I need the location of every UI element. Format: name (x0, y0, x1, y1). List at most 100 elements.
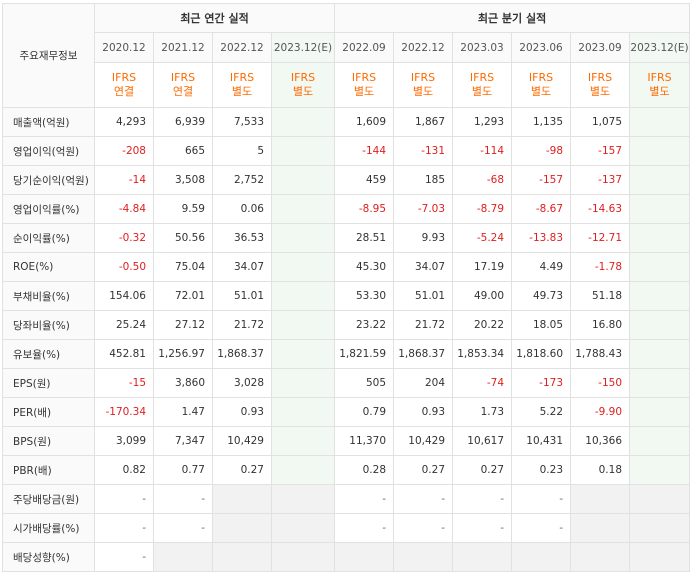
row-label-header: 주요재무정보 (2, 3, 95, 108)
table-cell (570, 484, 631, 514)
table-cell: 10,366 (570, 426, 631, 456)
table-cell: 51.01 (212, 281, 272, 311)
table-cell: 1,609 (334, 107, 395, 137)
standard-label: IFRS (528, 71, 554, 84)
table-cell: 49.00 (452, 281, 513, 311)
table-cell (393, 542, 454, 572)
table-cell: 0.28 (334, 455, 395, 485)
table-cell (629, 426, 691, 456)
table-row: 시가배당률(%) - - - - - - (2, 513, 691, 543)
table-cell: 1,788.43 (570, 339, 631, 369)
table-cell (270, 368, 336, 398)
table-cell: -7.03 (393, 194, 454, 224)
table-cell (270, 107, 336, 137)
accounting-standard-row: IFRS 연결 IFRS 연결 IFRS 별도 IFRS 별도 IFRS 별도 IFRS 별도 IFRS… (3, 62, 691, 108)
table-cell: 1,868.37 (393, 339, 454, 369)
accounting-standard-7: IFRS 별도 (511, 62, 572, 108)
period-date-row: 2020.12 2021.12 2022.12 2023.12(E) 2022.09 20… (3, 32, 691, 63)
table-cell: -68 (452, 165, 513, 195)
row-label: 순이익률(%) (2, 223, 95, 253)
row-label: 영업이익(억원) (2, 136, 95, 166)
standard-label: IFRS (170, 71, 196, 84)
table-cell: 0.27 (452, 455, 513, 485)
consolidation-basis-label: 별도 (471, 85, 493, 98)
row-label: 배당성향(%) (2, 542, 95, 572)
table-cell (452, 542, 513, 572)
period-date-5: 2022.12 (393, 32, 454, 63)
table-cell: 75.04 (153, 252, 213, 282)
table-cell (629, 542, 691, 572)
accounting-standard-8: IFRS 별도 (570, 62, 631, 108)
standard-label: IFRS (229, 71, 255, 84)
table-cell (270, 223, 336, 253)
table-cell: 0.23 (511, 455, 572, 485)
table-cell: 452.81 (94, 339, 154, 369)
table-cell: -14 (94, 165, 154, 195)
consolidation-basis-label: 별도 (649, 85, 670, 98)
table-cell (570, 542, 631, 572)
table-cell: -74 (452, 368, 513, 398)
table-cell: 0.82 (94, 455, 154, 485)
table-cell (629, 368, 691, 398)
table-cell: 10,429 (393, 426, 454, 456)
table-cell: 34.07 (212, 252, 272, 282)
table-cell: 0.79 (334, 397, 395, 427)
row-label: 유보율(%) (2, 339, 95, 369)
table-cell: - (94, 484, 154, 514)
table-cell (270, 397, 336, 427)
table-cell: 9.59 (153, 194, 213, 224)
standard-label: IFRS (469, 71, 495, 84)
table-cell (629, 281, 691, 311)
financial-rows: 매출액(억원) 4,293 6,939 7,533 1,609 1,867 1,293 1,1… (2, 107, 691, 572)
table-cell: 1.73 (452, 397, 513, 427)
row-label: PER(배) (2, 397, 95, 427)
table-cell (153, 542, 213, 572)
table-cell: 17.19 (452, 252, 513, 282)
table-cell: 23.22 (334, 310, 395, 340)
table-row: 순이익률(%) -0.32 50.56 36.53 28.51 9.93 -5.24 -13.… (2, 223, 691, 253)
table-cell: 6,939 (153, 107, 213, 137)
table-cell (629, 252, 691, 282)
table-cell: 1,868.37 (212, 339, 272, 369)
table-cell: 0.93 (212, 397, 272, 427)
table-row: 영업이익률(%) -4.84 9.59 0.06 -8.95 -7.03 -8.79 -8.6… (2, 194, 691, 224)
table-cell (629, 107, 691, 137)
table-cell: 505 (334, 368, 395, 398)
table-cell: 51.01 (393, 281, 454, 311)
table-row: PBR(배) 0.82 0.77 0.27 0.28 0.27 0.27 0.23 0.18 (2, 455, 691, 485)
table-cell: 154.06 (94, 281, 154, 311)
standard-label: IFRS (351, 71, 377, 84)
annual-results-header: 최근 연간 실적 (93, 3, 336, 33)
row-label: PBR(배) (2, 455, 95, 485)
table-row: EPS(원) -15 3,860 3,028 505 204 -74 -173 -150 (2, 368, 691, 398)
table-cell (629, 136, 691, 166)
row-label: 당좌비율(%) (2, 310, 95, 340)
table-cell: -9.90 (570, 397, 631, 427)
table-cell: 459 (334, 165, 395, 195)
table-row: 당기순이익(억원) -14 3,508 2,752 459 185 -68 -157 -137 (2, 165, 691, 195)
table-cell (270, 310, 336, 340)
period-date-7: 2023.06 (511, 32, 572, 63)
table-cell: 1,293 (452, 107, 513, 137)
table-cell: 36.53 (212, 223, 272, 253)
table-cell: -157 (511, 165, 572, 195)
table-row: 주당배당금(원) - - - - - - (2, 484, 691, 514)
row-label: EPS(원) (2, 368, 95, 398)
table-cell: 0.77 (153, 455, 213, 485)
table-cell: 50.56 (153, 223, 213, 253)
table-cell: -144 (334, 136, 395, 166)
accounting-standard-2: IFRS 별도 (212, 62, 272, 108)
table-cell: 27.12 (153, 310, 213, 340)
table-cell (212, 542, 272, 572)
consolidation-basis-label: 별도 (353, 85, 375, 98)
table-cell: - (452, 484, 513, 514)
table-cell: 7,533 (212, 107, 272, 137)
table-cell (270, 426, 336, 456)
table-cell: 1,075 (570, 107, 631, 137)
table-cell: 51.18 (570, 281, 631, 311)
table-cell: -12.71 (570, 223, 631, 253)
table-cell: -208 (94, 136, 154, 166)
consolidation-basis-label: 별도 (589, 85, 611, 98)
table-cell: 25.24 (94, 310, 154, 340)
